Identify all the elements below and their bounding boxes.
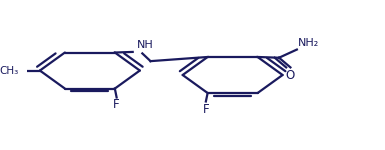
- Text: F: F: [113, 98, 120, 111]
- Text: F: F: [203, 103, 209, 116]
- Text: NH: NH: [137, 40, 154, 50]
- Text: O: O: [285, 69, 295, 82]
- Text: CH₃: CH₃: [0, 66, 18, 76]
- Text: NH₂: NH₂: [298, 38, 320, 48]
